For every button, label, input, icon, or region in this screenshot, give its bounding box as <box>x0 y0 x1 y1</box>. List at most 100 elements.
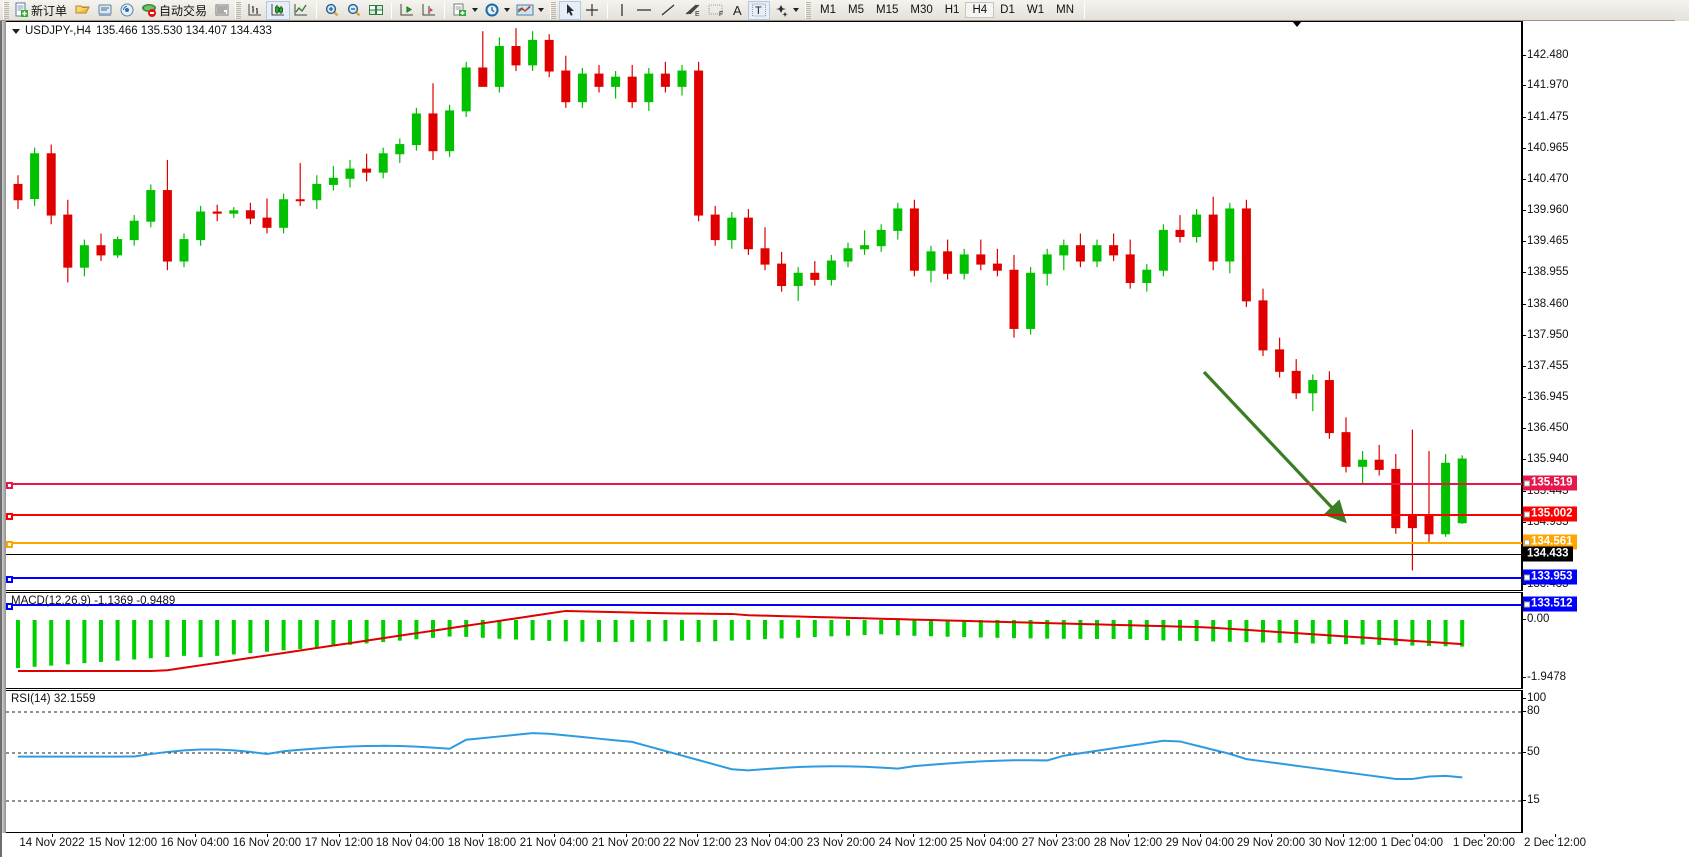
level-tag-current-price[interactable]: 134.433 <box>1523 546 1573 562</box>
candle-body <box>1225 208 1235 262</box>
level-tag-support-upper[interactable]: 133.953 <box>1523 569 1577 585</box>
candle-body <box>1009 269 1019 329</box>
time-label: 29 Nov 04:00 <box>1165 837 1235 849</box>
period-clock-icon[interactable] <box>481 1 503 20</box>
candle-body <box>461 67 471 112</box>
level-tag-support-lower[interactable]: 133.512 <box>1523 596 1577 612</box>
level-line-resistance-lower[interactable] <box>6 513 1522 520</box>
trendline-icon[interactable] <box>656 1 680 20</box>
chart-menu-caret-icon[interactable] <box>12 28 20 34</box>
timeframe-d1[interactable]: D1 <box>1000 4 1015 16</box>
candle-body <box>13 183 23 201</box>
time-tick <box>267 834 268 837</box>
candle-body <box>743 217 753 250</box>
toolbar-grip-3[interactable] <box>550 1 557 19</box>
level-handle[interactable] <box>6 576 13 583</box>
toolbar-grip-2[interactable] <box>235 1 242 19</box>
candle-body <box>511 46 521 66</box>
level-line-current-price[interactable] <box>6 554 1522 555</box>
timeframe-m30[interactable]: M30 <box>910 4 933 16</box>
macd-signal-line <box>18 609 1463 672</box>
shapes-icon[interactable] <box>770 1 792 20</box>
time-label: 17 Nov 12:00 <box>304 837 374 849</box>
timeframe-h1[interactable]: H1 <box>944 4 960 16</box>
candle-body <box>1208 214 1218 262</box>
level-tag-pivot[interactable]: 134.561 <box>1523 534 1577 550</box>
price-pane[interactable]: USDJPY-,H4 135.466 135.530 134.407 134.4… <box>6 21 1522 610</box>
strategy-tester-icon[interactable] <box>212 1 232 20</box>
zoom-out-icon[interactable] <box>343 1 365 20</box>
cursor-icon[interactable] <box>559 0 582 20</box>
crosshair-icon[interactable] <box>581 1 603 20</box>
folder-icon[interactable] <box>72 1 94 20</box>
timeframe-h4[interactable]: H4 <box>965 2 995 18</box>
auto-scroll-icon[interactable] <box>418 1 440 20</box>
level-handle[interactable] <box>6 541 13 548</box>
terminal-icon[interactable] <box>94 1 116 20</box>
vertical-line-icon[interactable] <box>612 1 632 20</box>
time-axis[interactable]: 14 Nov 2022 15 Nov 12:00 16 Nov 04:00 16 No… <box>6 834 1689 857</box>
candle-body <box>378 153 388 173</box>
period-dropdown-caret[interactable] <box>504 8 511 12</box>
templates-dropdown-caret[interactable] <box>538 8 545 12</box>
timeframe-w1[interactable]: W1 <box>1026 4 1045 16</box>
candlestick-chart-icon[interactable] <box>266 0 291 20</box>
level-tag-resistance-upper[interactable]: 135.519 <box>1523 475 1577 491</box>
candle-body <box>1158 229 1168 271</box>
horizontal-line-icon[interactable] <box>632 1 656 20</box>
templates-icon[interactable] <box>513 1 537 20</box>
level-line-resistance-upper[interactable] <box>6 482 1522 489</box>
toolbar-overflow[interactable] <box>1675 0 1689 21</box>
time-tick <box>1128 834 1129 837</box>
candle-body <box>162 190 172 262</box>
shapes-dropdown-caret[interactable] <box>793 8 800 12</box>
candle-body <box>328 177 338 185</box>
time-label: 23 Nov 20:00 <box>806 837 876 849</box>
price-scale[interactable]: 142.480 141.970 141.475 140.965 140.470 139.9… <box>1522 21 1689 591</box>
macd-tick: 0.00 <box>1522 613 1550 625</box>
new-order-button[interactable]: 新订单 <box>12 1 72 20</box>
fibonacci-icon[interactable]: E <box>680 1 704 20</box>
candle-body <box>46 153 56 216</box>
bar-chart-icon[interactable] <box>244 1 266 20</box>
timeframe-m1[interactable]: M1 <box>820 4 837 16</box>
candle-body <box>96 245 106 256</box>
candle-body <box>710 214 720 241</box>
auto-trading-label: 自动交易 <box>159 3 208 18</box>
equidistant-channel-icon[interactable]: F <box>704 1 728 20</box>
add-indicator-dropdown-caret[interactable] <box>472 8 479 12</box>
signals-icon[interactable] <box>116 1 138 20</box>
zoom-in-icon[interactable] <box>321 1 343 20</box>
text-box-icon[interactable]: T <box>748 0 771 20</box>
candle-body <box>229 210 239 214</box>
down-arrow-annotation[interactable] <box>1202 370 1347 524</box>
chart-shift-icon[interactable] <box>396 1 418 20</box>
macd-pane[interactable]: MACD(12,26,9) -1.1369 -0.9489 <box>6 592 1522 689</box>
toolbar-grip-4[interactable] <box>805 1 812 19</box>
autotrade-icon[interactable]: 自动交易 <box>138 1 212 20</box>
rsi-pane[interactable]: RSI(14) 32.1559 <box>6 690 1522 833</box>
timeframe-mn[interactable]: MN <box>1056 4 1074 16</box>
level-price-text: 135.519 <box>1531 476 1573 489</box>
grid-icon[interactable] <box>365 1 387 20</box>
level-line-support-upper[interactable] <box>6 576 1522 583</box>
level-line-pivot[interactable] <box>6 541 1522 548</box>
level-tag-resistance-lower[interactable]: 135.002 <box>1523 506 1577 522</box>
level-price-text: 134.433 <box>1527 547 1569 560</box>
rsi-scale[interactable]: 100 80 50 15 <box>1522 690 1689 833</box>
level-handle[interactable] <box>6 482 13 489</box>
level-handle[interactable] <box>6 603 13 610</box>
level-handle[interactable] <box>6 513 13 520</box>
line-chart-icon[interactable] <box>290 1 312 20</box>
timeframe-m15[interactable]: M15 <box>876 4 899 16</box>
level-price-text: 134.561 <box>1531 535 1573 548</box>
text-label-icon[interactable]: A <box>728 1 748 20</box>
timeframe-m5[interactable]: M5 <box>848 4 864 16</box>
toolbar-grip[interactable] <box>3 1 9 19</box>
level-line-support-lower[interactable] <box>6 603 1522 610</box>
candle-body <box>1374 459 1384 470</box>
time-label: 25 Nov 04:00 <box>949 837 1019 849</box>
add-indicator-icon[interactable] <box>449 1 471 20</box>
level-tag-knob <box>1524 480 1530 486</box>
time-tick <box>554 834 555 837</box>
